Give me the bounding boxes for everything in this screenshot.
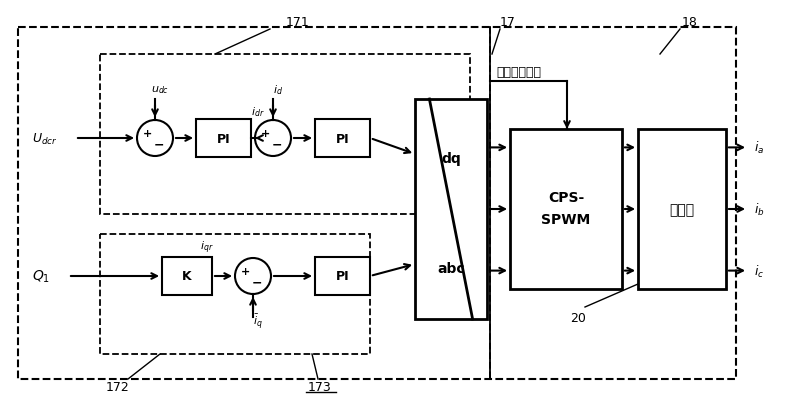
Text: PI: PI — [336, 270, 349, 283]
Text: 变流器: 变流器 — [670, 202, 695, 216]
Bar — [196, 120, 251, 158]
Text: 移相三角载波: 移相三角载波 — [496, 65, 541, 78]
Bar — [510, 130, 622, 289]
Text: +: + — [144, 129, 152, 139]
Text: 18: 18 — [682, 15, 698, 28]
Text: $Q_1$: $Q_1$ — [32, 268, 50, 284]
Text: −: − — [154, 138, 164, 151]
Text: $i_a$: $i_a$ — [754, 140, 765, 156]
Text: 20: 20 — [570, 311, 586, 324]
Circle shape — [235, 258, 271, 294]
Text: 172: 172 — [106, 381, 130, 394]
Bar — [100, 234, 370, 354]
Text: −: − — [272, 138, 283, 151]
Bar — [315, 257, 370, 295]
Bar — [638, 130, 726, 289]
Text: PI: PI — [217, 132, 230, 145]
Bar — [315, 120, 370, 158]
Text: dq: dq — [441, 152, 461, 166]
Text: abc: abc — [437, 262, 465, 276]
Text: +: + — [261, 129, 271, 139]
Bar — [100, 55, 470, 215]
Text: $i_d$: $i_d$ — [273, 83, 283, 97]
Text: −: − — [252, 276, 262, 289]
Text: SPWM: SPWM — [542, 213, 590, 226]
Text: CPS-: CPS- — [548, 190, 584, 205]
Text: $i_{dr}$: $i_{dr}$ — [251, 105, 265, 119]
Circle shape — [137, 121, 173, 157]
Text: 173: 173 — [309, 381, 332, 394]
Bar — [415, 100, 487, 319]
Text: 17: 17 — [500, 15, 516, 28]
Circle shape — [255, 121, 291, 157]
Text: $u_{dc}$: $u_{dc}$ — [151, 84, 169, 96]
Bar — [162, 257, 212, 295]
Bar — [18, 28, 736, 379]
Text: $i_{qr}$: $i_{qr}$ — [200, 239, 214, 256]
Text: $i_c$: $i_c$ — [754, 263, 764, 279]
Text: $\bar{i}_q$: $\bar{i}_q$ — [253, 312, 263, 330]
Text: +: + — [241, 266, 250, 276]
Text: PI: PI — [336, 132, 349, 145]
Text: K: K — [182, 270, 192, 283]
Text: $i_b$: $i_b$ — [754, 201, 765, 217]
Text: 171: 171 — [286, 15, 310, 28]
Text: $U_{dcr}$: $U_{dcr}$ — [32, 131, 57, 146]
